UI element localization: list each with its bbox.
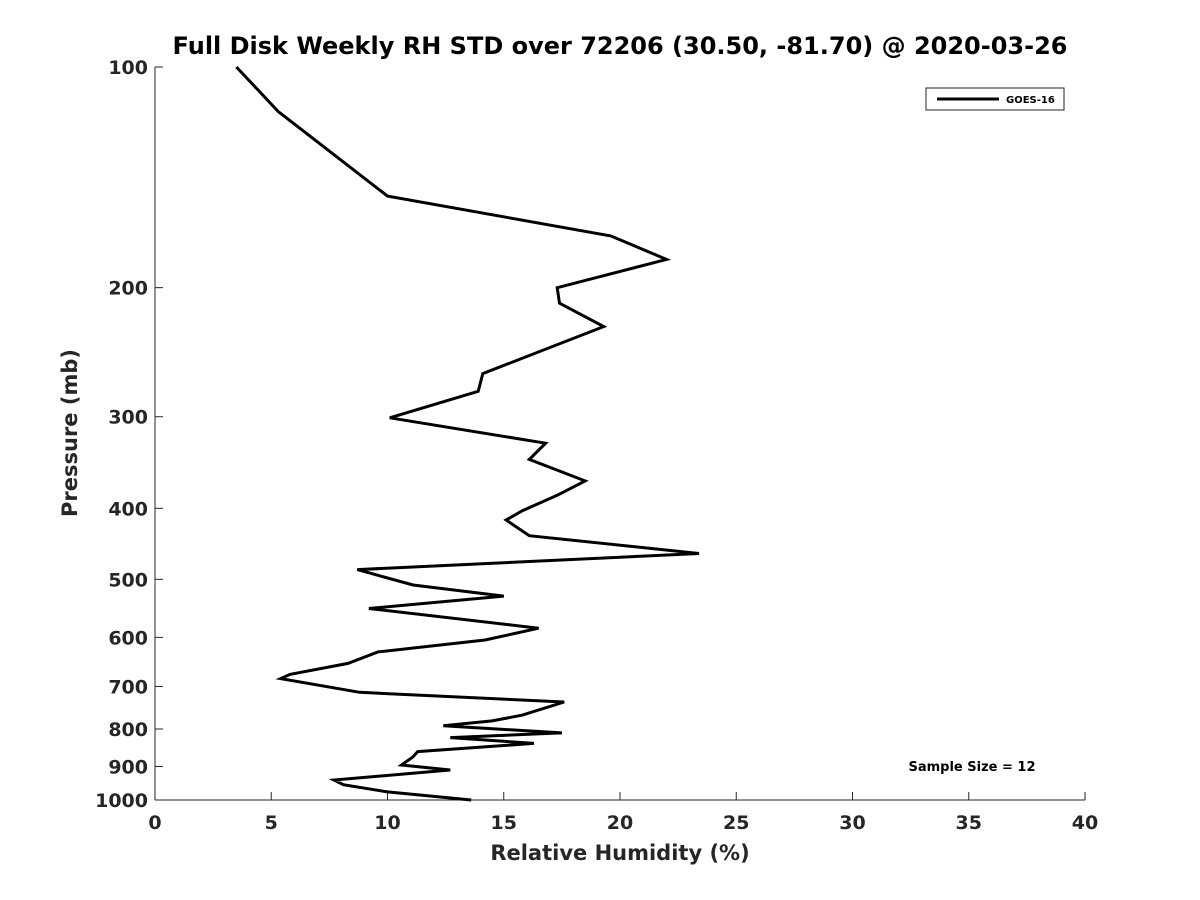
- y-tick-label: 400: [108, 498, 148, 520]
- x-axis-label: Relative Humidity (%): [490, 841, 749, 865]
- plot-area: 0 5 10 15 20 25 30 35 40 100 200 300 400 500 600 700 80…: [95, 57, 1098, 834]
- x-tick-label: 20: [607, 812, 633, 834]
- sample-size-annotation: Sample Size = 12: [908, 760, 1035, 775]
- y-tick-label: 200: [108, 278, 148, 300]
- chart-title: Full Disk Weekly RH STD over 72206 (30.5…: [173, 32, 1068, 60]
- x-tick-label: 40: [1072, 812, 1098, 834]
- x-tick-label: 5: [265, 812, 278, 834]
- x-axis-ticks: 0 5 10 15 20 25 30 35 40: [148, 792, 1098, 834]
- legend: GOES-16: [925, 87, 1065, 111]
- y-axis-label: Pressure (mb): [58, 349, 82, 517]
- y-tick-label: 700: [108, 676, 148, 698]
- y-tick-label: 600: [108, 627, 148, 649]
- y-tick-label: 300: [108, 407, 148, 429]
- y-tick-label: 800: [108, 719, 148, 741]
- x-tick-label: 25: [723, 812, 749, 834]
- y-tick-label: 500: [108, 569, 148, 591]
- x-tick-label: 35: [956, 812, 982, 834]
- legend-label-goes-16: GOES-16: [1006, 95, 1055, 106]
- series-line-goes-16: [235, 65, 700, 802]
- y-tick-label: 1000: [95, 790, 148, 812]
- series-layer: [235, 65, 700, 802]
- x-tick-label: 0: [148, 812, 161, 834]
- x-tick-label: 30: [839, 812, 865, 834]
- x-tick-label: 15: [491, 812, 517, 834]
- x-tick-label: 10: [374, 812, 400, 834]
- y-tick-label: 100: [108, 57, 148, 79]
- y-tick-label: 900: [108, 756, 148, 778]
- y-axis-ticks: 100 200 300 400 500 600 700 800 900 1000: [95, 57, 163, 812]
